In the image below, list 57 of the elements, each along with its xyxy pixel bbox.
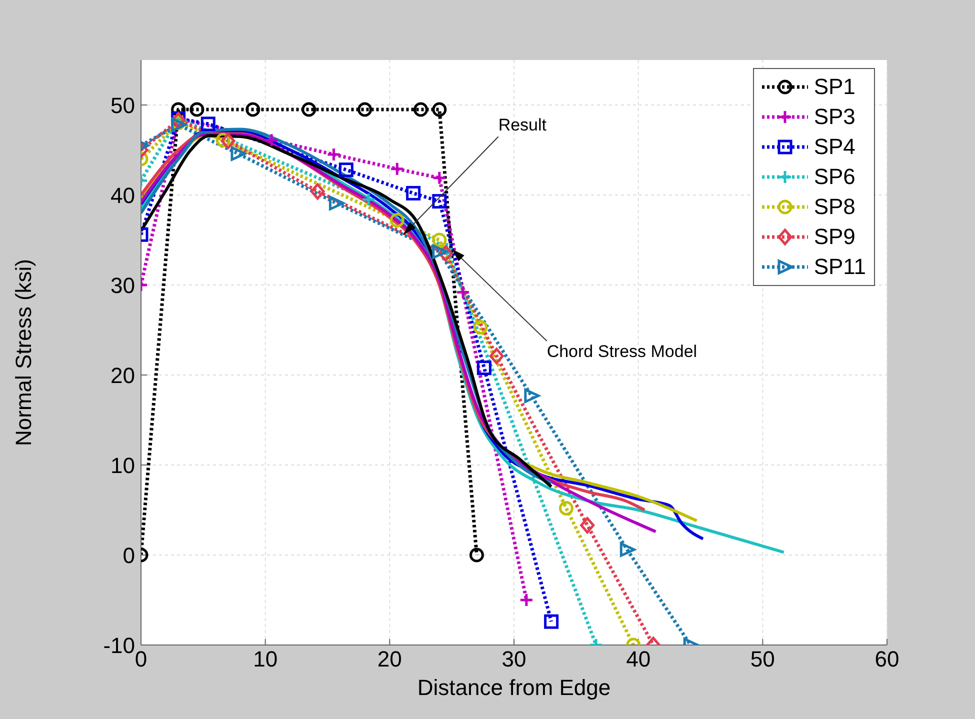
point (338, 162, 354, 178)
point (361, 192, 376, 207)
y-tick-label: 10 (110, 452, 135, 478)
point (432, 232, 447, 248)
legend-label: SP3 (814, 104, 856, 130)
annotation: Chord Stress Model (546, 342, 698, 361)
x-axis-title: Distance from Edge (417, 675, 611, 700)
point (230, 146, 246, 161)
point (246, 102, 260, 117)
point (476, 360, 492, 376)
legend-label: SP6 (814, 164, 856, 190)
legend-label: SP11 (814, 254, 866, 280)
point (620, 542, 636, 557)
point (524, 388, 540, 403)
legend-label: SP8 (814, 194, 856, 220)
point (326, 147, 341, 162)
point (432, 244, 448, 259)
point (220, 132, 236, 150)
point (456, 284, 470, 300)
point (310, 183, 325, 200)
point (519, 592, 534, 608)
x-tick-label: 40 (626, 646, 651, 672)
y-tick-label: 50 (110, 92, 135, 118)
point (200, 116, 216, 132)
y-tick-label: -10 (103, 632, 135, 658)
point (264, 132, 279, 148)
x-tick-label: 60 (874, 646, 900, 672)
point (489, 348, 504, 364)
annotation: Result (498, 116, 547, 135)
point (473, 320, 488, 335)
point (432, 194, 447, 209)
point (358, 102, 372, 117)
y-tick-label: 40 (110, 182, 135, 208)
point (432, 102, 447, 117)
point (390, 212, 404, 228)
y-tick-label: 0 (122, 542, 135, 568)
x-tick-label: 20 (377, 646, 402, 672)
point (432, 170, 447, 186)
y-tick-label: 20 (110, 362, 135, 388)
legend-label: SP9 (814, 224, 856, 250)
point (390, 162, 404, 176)
point (190, 102, 204, 117)
y-axis-title: Normal Stress (ksi) (10, 258, 36, 446)
point (544, 614, 559, 629)
y-tick-label: 30 (110, 272, 135, 298)
point (328, 196, 344, 210)
point (414, 102, 428, 117)
x-tick-label: 50 (750, 646, 775, 672)
x-tick-label: 10 (253, 646, 278, 672)
x-tick-label: 30 (502, 646, 526, 672)
legend-label: SP1 (814, 74, 856, 100)
point (302, 102, 316, 117)
point (558, 500, 574, 516)
point (406, 186, 421, 200)
point (580, 517, 595, 534)
legend-label: SP4 (814, 134, 856, 160)
point (469, 548, 484, 562)
